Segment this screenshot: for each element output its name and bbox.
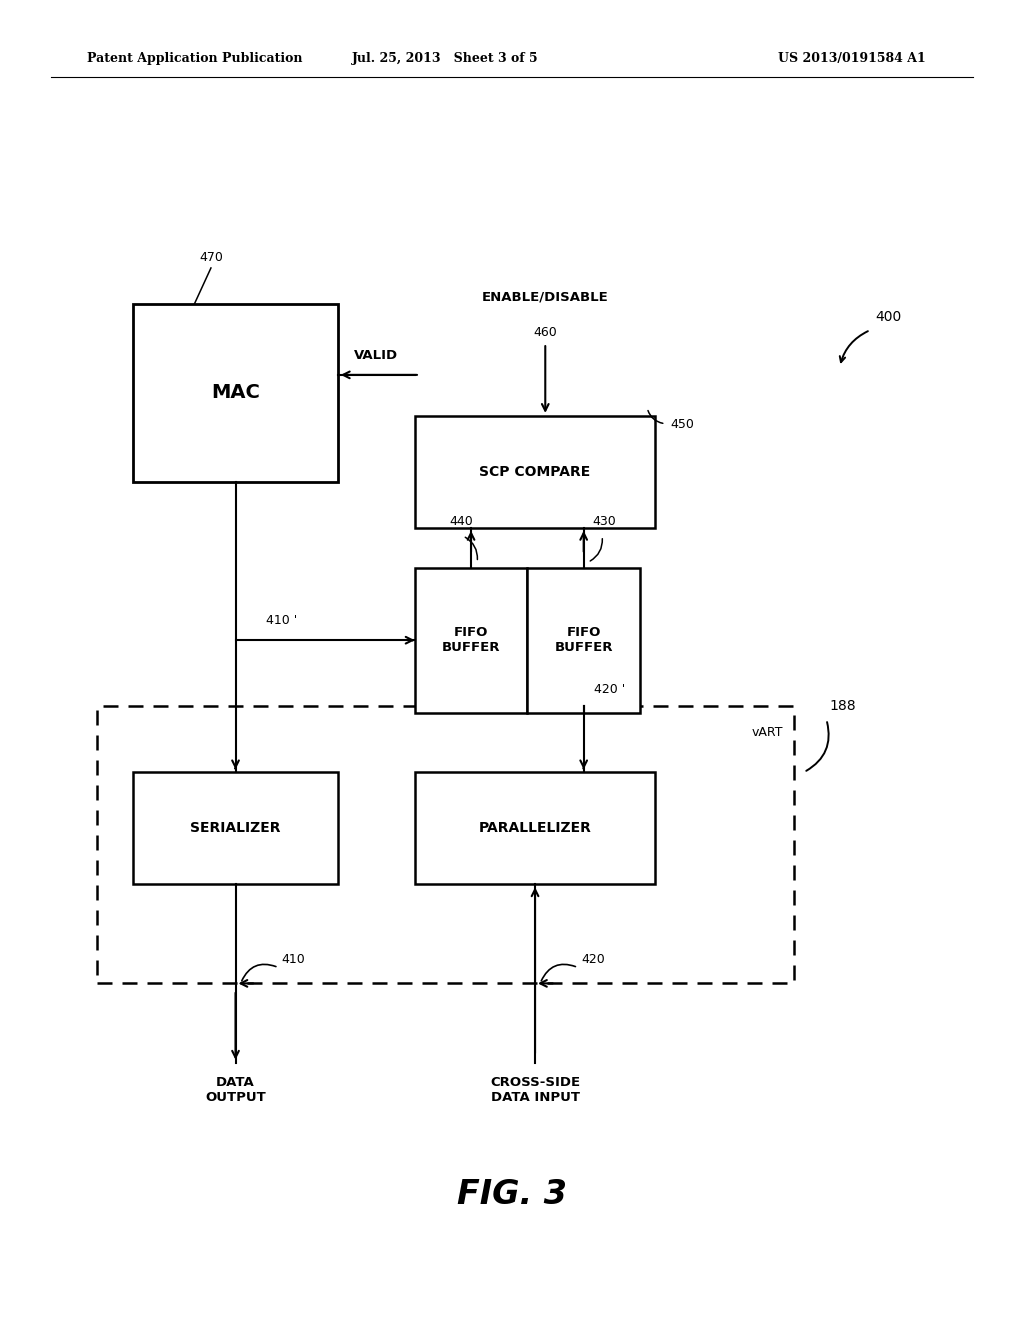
- Text: DATA
OUTPUT: DATA OUTPUT: [205, 1076, 266, 1104]
- Text: VALID: VALID: [354, 348, 398, 362]
- Text: FIFO
BUFFER: FIFO BUFFER: [441, 626, 501, 655]
- FancyArrowPatch shape: [840, 331, 868, 362]
- FancyBboxPatch shape: [133, 304, 338, 482]
- FancyArrowPatch shape: [648, 411, 663, 424]
- FancyArrowPatch shape: [806, 722, 828, 771]
- Text: FIG. 3: FIG. 3: [457, 1177, 567, 1212]
- Text: ENABLE/DISABLE: ENABLE/DISABLE: [482, 290, 608, 304]
- Text: 430: 430: [592, 515, 616, 528]
- FancyBboxPatch shape: [133, 772, 338, 884]
- Text: FIFO
BUFFER: FIFO BUFFER: [554, 626, 613, 655]
- FancyBboxPatch shape: [527, 568, 640, 713]
- FancyArrowPatch shape: [590, 539, 602, 561]
- FancyArrowPatch shape: [465, 537, 477, 560]
- FancyBboxPatch shape: [415, 416, 655, 528]
- Text: 420: 420: [582, 953, 605, 966]
- Text: 400: 400: [876, 310, 902, 323]
- Text: 410: 410: [282, 953, 305, 966]
- Text: 470: 470: [199, 251, 223, 264]
- Text: 440: 440: [449, 515, 473, 528]
- Text: SCP COMPARE: SCP COMPARE: [479, 465, 591, 479]
- Text: 188: 188: [829, 700, 856, 713]
- FancyBboxPatch shape: [415, 568, 527, 713]
- Text: 420 ': 420 ': [594, 682, 626, 696]
- FancyArrowPatch shape: [542, 965, 575, 981]
- Text: vART: vART: [752, 726, 783, 739]
- Text: Jul. 25, 2013   Sheet 3 of 5: Jul. 25, 2013 Sheet 3 of 5: [352, 51, 539, 65]
- Text: 410 ': 410 ': [266, 614, 298, 627]
- Text: Patent Application Publication: Patent Application Publication: [87, 51, 302, 65]
- Text: SERIALIZER: SERIALIZER: [190, 821, 281, 836]
- Text: PARALLELIZER: PARALLELIZER: [478, 821, 592, 836]
- Text: MAC: MAC: [211, 383, 260, 403]
- Text: 460: 460: [534, 326, 557, 339]
- FancyBboxPatch shape: [415, 772, 655, 884]
- FancyArrowPatch shape: [242, 965, 275, 981]
- Text: 450: 450: [671, 418, 694, 432]
- Text: CROSS-SIDE
DATA INPUT: CROSS-SIDE DATA INPUT: [489, 1076, 581, 1104]
- Text: US 2013/0191584 A1: US 2013/0191584 A1: [778, 51, 926, 65]
